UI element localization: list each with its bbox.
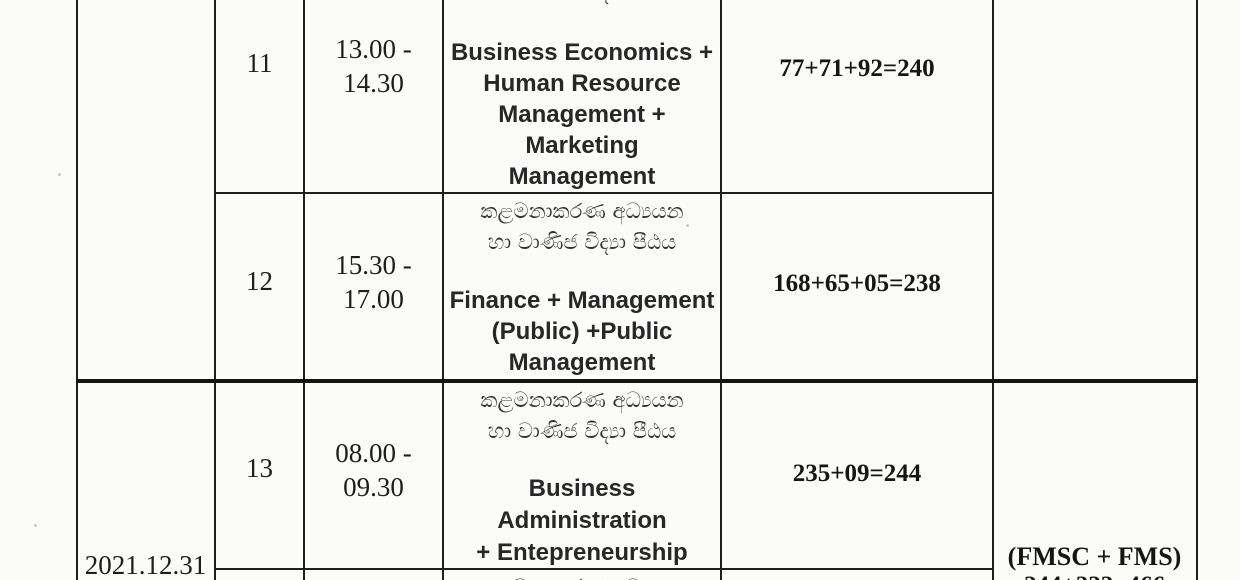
faculty-name-sinhala-partial: හා වාණිජ විද්‍යා පීඨය (442, 0, 722, 7)
paper-number: 11 (246, 48, 273, 78)
faculty-name-sinhala: කළමනාකරණ අධ්‍යයන හා වාණිජ විද්‍යා පීඨය (480, 388, 684, 443)
scan-speck (686, 224, 689, 227)
subject-names: Business Economics + Human Resource Mana… (450, 39, 714, 190)
candidate-count: 77+71+92=240 (779, 55, 935, 82)
subject-names: Business Administration + Entepreneurshi… (476, 475, 688, 566)
table-grid-line-vertical (214, 0, 216, 580)
exam-time: 15.30 - 17.00 (335, 250, 412, 314)
subject-names: Finance + Management (Public) +Public Ma… (449, 287, 715, 376)
table-grid-line-vertical (992, 0, 994, 580)
paper-number: 13 (246, 453, 273, 483)
table-grid-line-vertical (720, 0, 722, 580)
exam-time: 13.00 - 14.30 (335, 34, 412, 98)
paper-number: 12 (246, 266, 273, 296)
scan-speck (34, 524, 37, 527)
table-grid-line-vertical (1196, 0, 1198, 580)
faculty-total-count-partial: 244+222=466 (992, 571, 1197, 580)
faculty-name-sinhala-partial: කළමනාකරණ අධ්‍යයන (442, 572, 722, 580)
faculty-total-label: (FMSC + FMS) (1007, 542, 1182, 571)
table-grid-line-vertical (442, 0, 444, 580)
scan-speck (58, 173, 61, 176)
candidate-count: 235+09=244 (792, 460, 922, 487)
table-grid-line-vertical (76, 0, 78, 580)
table-grid-line-date-group-divider (76, 379, 1198, 383)
table-grid-line-row-divider (214, 568, 994, 570)
table-grid-line-vertical (303, 0, 305, 580)
table-grid-line-row-divider (214, 192, 994, 194)
faculty-name-sinhala: කළමනාකරණ අධ්‍යයන හා වාණිජ විද්‍යා පීඨය (480, 199, 684, 254)
candidate-count: 168+65+05=238 (773, 270, 941, 297)
exam-time: 08.00 - 09.30 (335, 438, 412, 502)
exam-date: 2021.12.31 (84, 550, 207, 580)
